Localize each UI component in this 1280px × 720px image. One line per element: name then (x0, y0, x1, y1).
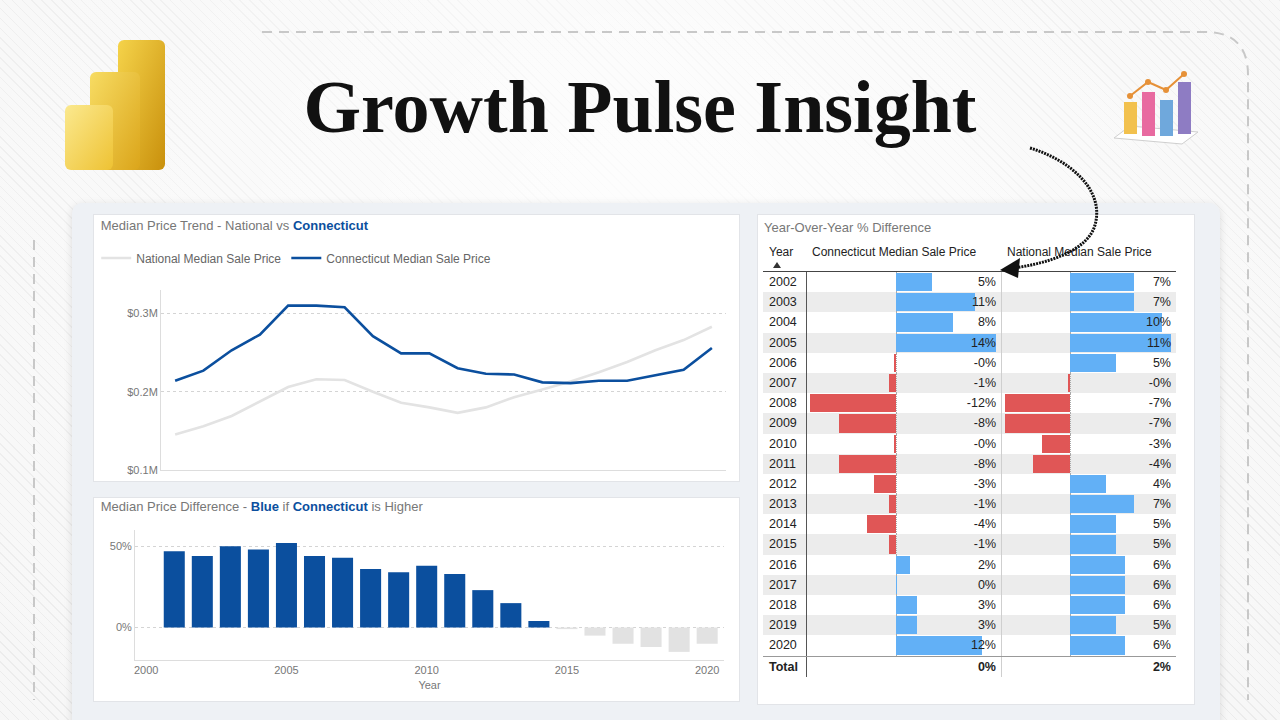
html-text:5%: 5% (1152, 537, 1171, 552)
html-text:-8%: -8% (973, 456, 996, 471)
svg-text:2005: 2005 (274, 664, 298, 676)
html-text:Total: Total (769, 659, 798, 674)
html-text:0%: 0% (977, 577, 996, 592)
html-text:Connecticut Median Sale Price: Connecticut Median Sale Price (812, 245, 977, 259)
html-text:2002: 2002 (769, 275, 797, 289)
svg-text:Median Price Difference - Blue: Median Price Difference - Blue if Connec… (101, 499, 424, 514)
html-text:2015: 2015 (769, 537, 797, 552)
html-text:-0%: -0% (973, 436, 996, 451)
html-text:5%: 5% (1152, 517, 1171, 532)
html-text:2018: 2018 (769, 598, 797, 612)
html-text:2014: 2014 (769, 517, 797, 532)
html-text:-8%: -8% (973, 416, 996, 431)
html-text:6%: 6% (1152, 557, 1171, 572)
html-text:8%: 8% (977, 315, 996, 330)
html-text:7%: 7% (1152, 295, 1171, 310)
svg-text:2010: 2010 (414, 664, 438, 676)
html-text:6%: 6% (1152, 577, 1171, 592)
html-text:Growth Pulse Insight: Growth Pulse Insight (303, 66, 977, 148)
html-text:-12%: -12% (966, 396, 996, 411)
html-text:6%: 6% (1152, 638, 1171, 653)
html-text:7%: 7% (1152, 275, 1171, 289)
html-text:2010: 2010 (769, 436, 797, 451)
html-text:7%: 7% (1152, 497, 1171, 512)
svg-text:Median Price Trend - National: Median Price Trend - National vs Connect… (101, 218, 369, 233)
html-text:2004: 2004 (769, 315, 797, 330)
svg-text:$0.3M: $0.3M (127, 307, 158, 319)
html-text:10%: 10% (1146, 315, 1171, 330)
html-text:11%: 11% (971, 295, 996, 310)
html-text:2006: 2006 (769, 355, 797, 370)
html-text:-0%: -0% (973, 355, 996, 370)
html-text:-7%: -7% (1148, 416, 1171, 431)
html-text:-1%: -1% (973, 497, 996, 512)
html-text:2011: 2011 (769, 456, 796, 471)
html-text:-3%: -3% (973, 476, 996, 491)
html-text:5%: 5% (1152, 355, 1171, 370)
svg-text:National Median Sale Price: National Median Sale Price (136, 252, 281, 266)
html-text:5%: 5% (1152, 618, 1171, 633)
svg-text:$0.1M: $0.1M (127, 464, 158, 476)
html-text:2012: 2012 (769, 476, 797, 491)
html-text:2017: 2017 (769, 577, 797, 592)
html-text:-3%: -3% (1148, 436, 1171, 451)
html-text:2008: 2008 (769, 396, 797, 411)
svg-text:50%: 50% (110, 540, 132, 552)
svg-text:Year: Year (418, 679, 441, 691)
html-text:11%: 11% (1146, 335, 1171, 350)
html-text:14%: 14% (971, 335, 996, 350)
html-text:4%: 4% (1152, 476, 1171, 491)
html-text:3%: 3% (977, 618, 996, 633)
html-text:2003: 2003 (769, 295, 797, 310)
html-text:2007: 2007 (769, 375, 797, 390)
html-text:2016: 2016 (769, 557, 797, 572)
html-text:-0%: -0% (1148, 375, 1171, 390)
html-text:0%: 0% (977, 659, 996, 674)
html-text:-4%: -4% (1148, 456, 1171, 471)
html-text:2019: 2019 (769, 618, 797, 633)
svg-text:Connecticut Median Sale Price: Connecticut Median Sale Price (326, 252, 490, 266)
html-text:-4%: -4% (973, 517, 996, 532)
html-text:Year-Over-Year % Difference: Year-Over-Year % Difference (764, 220, 932, 235)
html-text:2013: 2013 (769, 497, 797, 512)
svg-text:2020: 2020 (695, 664, 719, 676)
svg-text:2000: 2000 (134, 664, 158, 676)
svg-text:0%: 0% (116, 621, 132, 633)
html-text:-1%: -1% (973, 375, 996, 390)
html-text:2%: 2% (977, 557, 996, 572)
html-text:-7%: -7% (1148, 396, 1171, 411)
html-text:12%: 12% (971, 638, 996, 653)
svg-text:$0.2M: $0.2M (127, 386, 158, 398)
html-text:6%: 6% (1152, 598, 1171, 612)
html-text:-1%: -1% (973, 537, 996, 552)
html-text:2%: 2% (1152, 659, 1171, 674)
html-text:2009: 2009 (769, 416, 797, 431)
html-text:Year: Year (769, 245, 794, 259)
html-text:3%: 3% (977, 598, 996, 612)
svg-text:2015: 2015 (555, 664, 579, 676)
html-text:2005: 2005 (769, 335, 797, 350)
html-text:5%: 5% (977, 275, 996, 289)
html-text:National Median Sale Price: National Median Sale Price (1007, 245, 1152, 259)
html-text:2020: 2020 (769, 638, 797, 653)
